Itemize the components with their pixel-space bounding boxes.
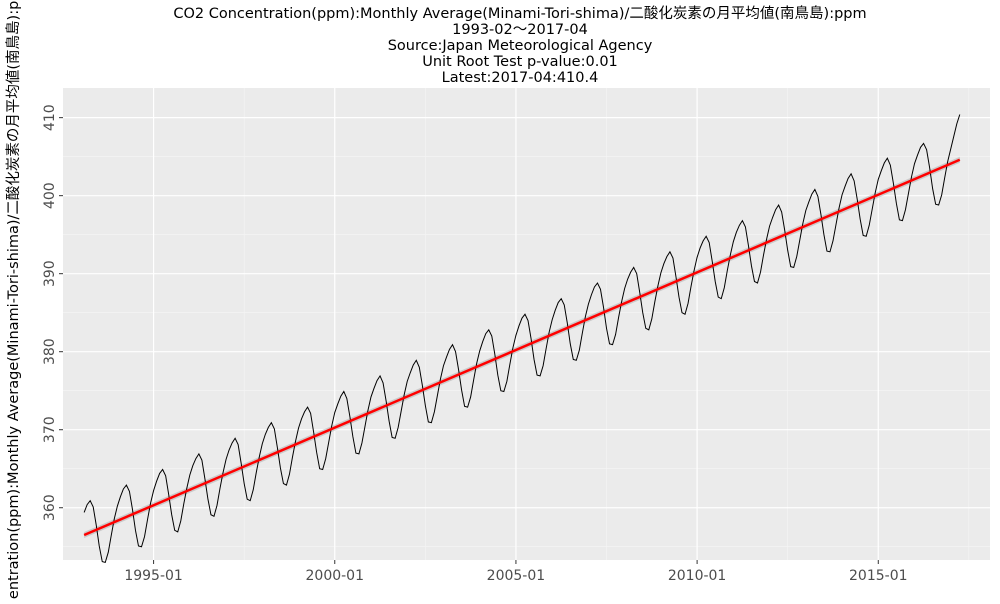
y-tick-label: 410 bbox=[42, 104, 58, 131]
x-tick-label: 2015-01 bbox=[849, 568, 908, 584]
y-tick-label: 390 bbox=[42, 260, 58, 287]
x-tick-label: 1995-01 bbox=[124, 568, 183, 584]
data-line bbox=[83, 114, 961, 563]
y-tick-label: 370 bbox=[42, 416, 58, 443]
trend-line bbox=[83, 158, 961, 537]
y-tick-label: 380 bbox=[42, 338, 58, 365]
y-tick-label: 360 bbox=[42, 494, 58, 521]
chart-title: CO2 Concentration(ppm):Monthly Average(M… bbox=[173, 5, 866, 22]
chart-subtitle: Latest:2017-04:410.4 bbox=[442, 70, 599, 86]
chart-subtitle: Source:Japan Meteorological Agency bbox=[388, 38, 653, 54]
x-tick-label: 2010-01 bbox=[668, 568, 727, 584]
plot-background bbox=[63, 88, 990, 560]
chart-subtitle: Unit Root Test p-value:0.01 bbox=[422, 54, 618, 70]
x-tick-label: 2000-01 bbox=[306, 568, 365, 584]
chart-subtitle: 1993-02～2017-04 bbox=[452, 22, 588, 38]
y-axis-label: CO2 Concentration(ppm):Monthly Average(M… bbox=[5, 0, 22, 600]
y-tick-label: 400 bbox=[42, 182, 58, 209]
x-tick-label: 2005-01 bbox=[487, 568, 546, 584]
